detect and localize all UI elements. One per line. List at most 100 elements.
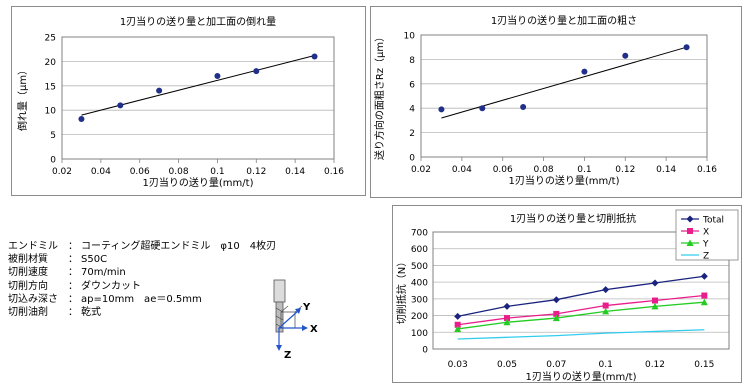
y-tick-label: 4 <box>409 105 415 115</box>
marker-diamond <box>700 272 708 280</box>
spec-separator: ： <box>68 267 78 279</box>
x-tick-label: 0.15 <box>694 360 714 370</box>
marker-diamond <box>503 302 511 310</box>
y-tick-label: 6 <box>409 80 415 90</box>
x-tick-label: 0.02 <box>52 167 72 177</box>
axis-z-label: Z <box>284 350 291 360</box>
data-point <box>479 105 486 112</box>
x-tick-label: 0.06 <box>493 165 513 175</box>
y-tick-label: 0 <box>409 154 415 164</box>
x-tick-label: 0.04 <box>452 165 472 175</box>
spec-row-depth: 切込み深さ ： ap=10mm ae＝0.5mm <box>8 293 276 306</box>
marker-square <box>652 297 658 304</box>
legend: Total XYZ <box>675 209 739 262</box>
x-tick-label: 0.1 <box>210 167 224 177</box>
marker-diamond <box>602 286 610 294</box>
y-tick-label: 2 <box>409 129 415 139</box>
roughness-chart: 1刃当りの送り量と加工面の粗さ 0 2 4 6 8 10 0.02 0.04 0.06 0.08 0.… <box>373 14 717 187</box>
marker-diamond <box>552 296 560 304</box>
y-tick-label: 5 <box>50 131 56 141</box>
endmill-axes-diagram: X Y Z <box>273 279 318 360</box>
series-line-z <box>457 329 705 340</box>
y-axis-label: 送り方向の面粗さRz（μm） <box>373 32 386 160</box>
x-tick-label: 0.03 <box>448 360 468 370</box>
y-tick-label: 500 <box>411 262 428 272</box>
axis-x-label: X <box>310 324 318 335</box>
x-tick-label: 0.04 <box>91 167 111 177</box>
x-tick-label: 0.16 <box>697 165 717 175</box>
spec-row-coolant: 切削油剤 ：乾式 <box>8 306 276 319</box>
chart-title: 1刃当りの送り量と加工面の倒れ量 <box>120 15 276 28</box>
y-tick-label: 25 <box>45 34 56 44</box>
data-point <box>311 53 318 60</box>
marker-triangle <box>686 239 694 246</box>
x-tick-label: 0.12 <box>246 167 266 177</box>
y-axis-label: 倒れ量（μm） <box>17 65 29 131</box>
trendline <box>441 46 687 119</box>
spec-separator: ： <box>68 307 78 319</box>
x-tick-label: 0.14 <box>285 167 305 177</box>
x-tick-label: 0.12 <box>615 165 635 175</box>
data-point <box>438 106 445 113</box>
x-tick-label: 0.07 <box>546 360 566 370</box>
marker-square <box>602 302 609 309</box>
spec-separator: ： <box>68 293 78 305</box>
series-line-x <box>457 294 705 326</box>
legend-label: X <box>703 228 709 238</box>
tilt-chart-panel: 1刃当りの送り量と加工面の倒れ量 0 5 10 15 20 25 0.02 0.04 0.06 0.… <box>11 6 366 196</box>
endmill-icon <box>273 279 303 333</box>
force-chart: 1刃当りの送り量と切削抵抗 0 100 200 300 400 500 600 700 0.03 0… <box>395 209 739 383</box>
marker-diamond <box>651 279 659 287</box>
marker-square <box>553 310 560 317</box>
spec-value: ap=10mm ae＝0.5mm <box>81 293 202 305</box>
data-point <box>214 73 221 80</box>
legend-box <box>675 209 739 261</box>
spec-row-endmill: エンドミル ：コーティング超硬エンドミル φ10 4枚刃 <box>8 240 276 253</box>
data-point <box>520 103 527 110</box>
chart-title: 1刃当りの送り量と加工面の粗さ <box>491 14 637 27</box>
spec-label: 被削材質 <box>8 254 48 266</box>
spec-row-speed: 切削速度 ： 70m/min <box>8 266 276 279</box>
series-line-total <box>457 275 705 318</box>
y-tick-label: 10 <box>404 32 416 42</box>
y-tick-label: 0 <box>422 346 428 356</box>
series-line-y <box>457 301 705 330</box>
marker-square <box>454 321 461 328</box>
y-tick-label: 8 <box>409 56 415 66</box>
axis-y-label: Y <box>302 302 311 313</box>
marker-square <box>701 292 708 299</box>
cutting-conditions: エンドミル：コーティング超硬エンドミル φ10 4枚刃 被削材質： S50C 切削… <box>8 240 276 319</box>
spec-value: 乾式 <box>81 307 101 319</box>
spec-separator: ： <box>68 254 78 266</box>
tilt-chart: 1刃当りの送り量と加工面の倒れ量 0 5 10 15 20 25 0.02 0.04 0.06 0.… <box>17 15 344 189</box>
y-tick-label: 15 <box>45 82 56 92</box>
chart-title: 1刃当りの送り量と切削抵抗 <box>510 212 636 225</box>
legend-label: Z <box>703 252 709 262</box>
data-point <box>156 87 163 94</box>
legend-label: Y <box>702 240 709 250</box>
spec-separator: ： <box>68 241 78 252</box>
data-point <box>117 102 124 109</box>
y-tick-label: 0 <box>50 156 56 166</box>
x-tick-label: 0.08 <box>169 167 189 177</box>
y-tick-label: 10 <box>45 107 57 117</box>
spec-label: 切削方向 <box>8 280 48 292</box>
marker-triangle <box>651 302 659 310</box>
data-point <box>581 68 588 75</box>
roughness-chart-panel: 1刃当りの送り量と加工面の粗さ 0 2 4 6 8 10 0.02 0.04 0.06 0.08 0.… <box>370 6 742 198</box>
x-tick-label: 0.06 <box>130 167 150 177</box>
x-tick-label: 0.02 <box>411 165 431 175</box>
legend-label: Total <box>702 216 724 226</box>
y-tick-label: 400 <box>411 279 428 289</box>
marker-diamond <box>686 215 694 223</box>
trendline <box>81 55 315 116</box>
spec-row-material: 被削材質 ： S50C <box>8 253 276 266</box>
x-axis-label: 1刃当りの送り量(mm/t) <box>526 370 637 383</box>
plot-area <box>61 36 335 160</box>
x-tick-label: 0.05 <box>497 360 517 370</box>
x-axis-label: 1刃当りの送り量(mm/t) <box>509 174 620 187</box>
spec-label: エンドミル <box>8 241 58 252</box>
marker-diamond <box>454 312 462 320</box>
y-tick-label: 300 <box>411 295 428 305</box>
y-tick-label: 200 <box>411 312 428 322</box>
